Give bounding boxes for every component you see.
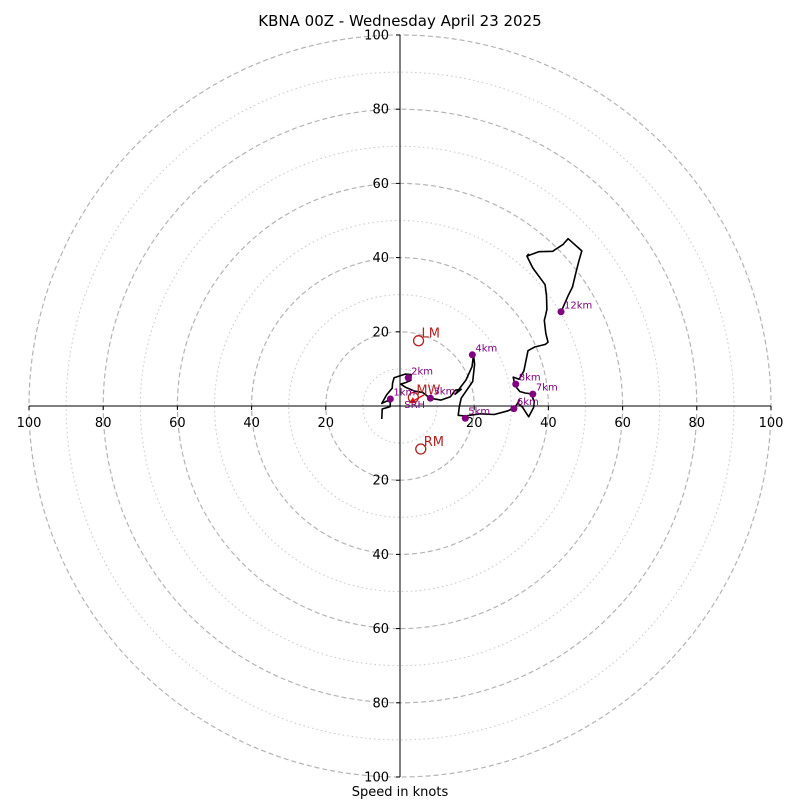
x-tick-label: 60 [614, 416, 631, 431]
hodograph-trace-group [380, 237, 583, 420]
height-point [404, 374, 412, 382]
y-tick-label: 20 [372, 474, 389, 489]
height-point-label: 1km [393, 387, 415, 398]
height-point-label: 4km [475, 343, 497, 354]
height-point-label: 6km [517, 397, 539, 408]
height-point-label: 5km [468, 407, 490, 418]
x-tick-label: 80 [689, 416, 706, 431]
chart-title: KBNA 00Z - Wednesday April 23 2025 [258, 12, 541, 30]
y-tick-label: 100 [364, 29, 389, 44]
y-tick-label: 80 [372, 696, 389, 711]
height-point [468, 351, 476, 359]
x-tick-label: 40 [243, 416, 260, 431]
storm-motion-marker [407, 391, 420, 404]
height-point [461, 414, 469, 422]
storm-motion-marker [412, 335, 425, 347]
height-point [512, 380, 520, 388]
x-tick-label: 20 [318, 416, 335, 431]
x-axis-label: Speed in knots [352, 785, 449, 800]
height-point [426, 394, 434, 402]
x-tick-label: 80 [95, 416, 112, 431]
height-point-label: 3km [433, 387, 455, 398]
y-tick-labels: 100 80 60 40 20 20 40 60 80 100 [364, 29, 400, 786]
x-tick-label: 100 [759, 416, 784, 431]
y-tick-label: 40 [372, 548, 389, 563]
x-tick-label: 40 [540, 416, 557, 431]
hodograph-trace [380, 237, 583, 420]
y-tick-label: 20 [372, 325, 389, 340]
height-point-label: 8km [519, 373, 541, 384]
storm-motion-marker-label: LM [422, 327, 440, 342]
y-tick-label: 80 [372, 103, 389, 118]
x-tick-labels: 100 80 60 40 20 20 40 60 80 100 [17, 406, 784, 431]
storm-motion-marker-label: MW [416, 383, 440, 398]
height-point [529, 390, 537, 398]
y-tick-label: 60 [372, 622, 389, 637]
storm-motion-marker [415, 443, 427, 455]
height-point-label: 7km [536, 383, 558, 394]
x-tick-label: 100 [17, 416, 42, 431]
height-point [386, 395, 394, 403]
y-tick-label: 100 [364, 771, 389, 786]
storm-motion-marker-label: RM [424, 435, 444, 450]
height-point-label: 12km [564, 300, 592, 311]
height-point-label: 2km [411, 366, 433, 377]
x-tick-label: 60 [169, 416, 186, 431]
axes [29, 35, 771, 777]
y-tick-label: 40 [372, 251, 389, 266]
height-point [510, 405, 518, 413]
height-point [557, 308, 565, 316]
storm-motion-markers: LM RM MW [407, 327, 444, 455]
y-tick-label: 60 [372, 177, 389, 192]
storm-motion-arrow-label: SRH [404, 400, 425, 411]
x-tick-label: 20 [466, 416, 483, 431]
